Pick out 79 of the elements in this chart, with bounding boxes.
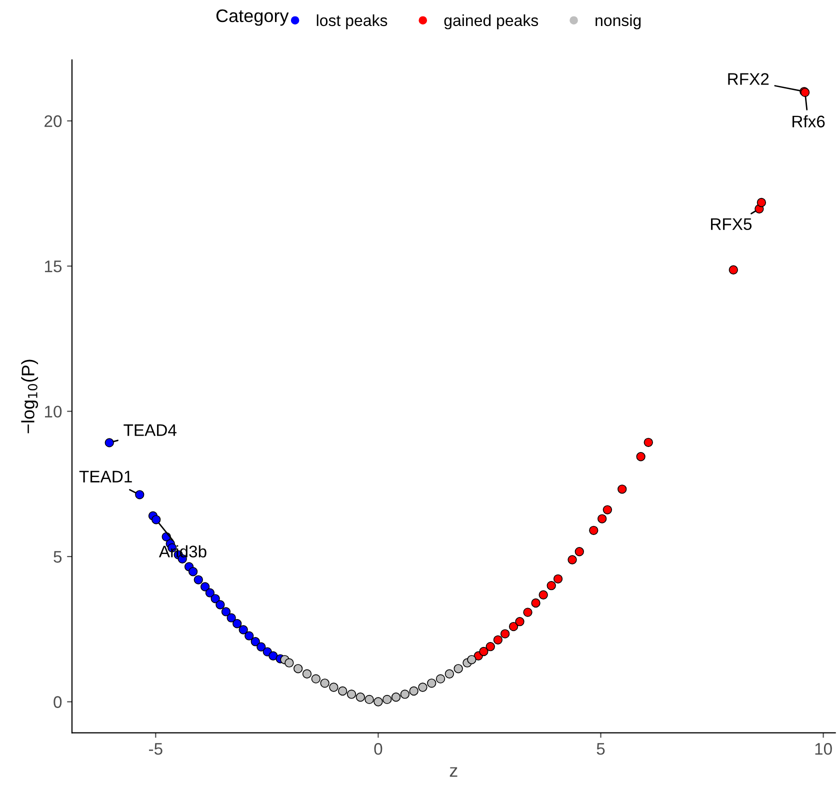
annotation: RFX5 <box>711 218 752 230</box>
point <box>523 608 532 617</box>
annotation: RFX2 <box>728 73 769 85</box>
point <box>284 658 294 668</box>
point <box>598 514 607 524</box>
point <box>602 505 612 514</box>
point <box>320 678 330 688</box>
y-tick-label: 20 <box>44 115 62 128</box>
point <box>210 594 220 604</box>
point <box>294 664 303 674</box>
point <box>574 547 584 556</box>
point <box>232 619 242 628</box>
x-tick-label: -5 <box>148 743 162 755</box>
point <box>568 555 577 564</box>
point <box>515 617 524 626</box>
point <box>444 669 454 678</box>
point <box>493 635 503 644</box>
point <box>356 692 365 702</box>
y-tick-label: 10 <box>44 406 62 418</box>
point <box>644 438 653 447</box>
point <box>205 588 215 598</box>
point <box>200 582 210 592</box>
point <box>188 567 198 576</box>
y-tick-label: 15 <box>44 260 62 272</box>
point <box>374 697 383 706</box>
point <box>238 625 248 634</box>
legend-label: gained peaks <box>444 14 538 30</box>
point <box>250 637 260 646</box>
point <box>436 674 446 684</box>
point <box>346 690 356 699</box>
legend-label: nonsig <box>596 14 641 30</box>
y-axis-title: −log$_{10}$(P) <box>21 360 38 434</box>
point <box>244 631 254 640</box>
point <box>152 515 161 524</box>
point <box>728 265 738 274</box>
annotation: TEAD4 <box>124 424 176 436</box>
x-tick-label: 0 <box>374 743 382 755</box>
point <box>302 669 312 678</box>
point <box>221 607 231 616</box>
point <box>382 694 392 704</box>
point <box>546 581 556 590</box>
point <box>500 629 510 638</box>
point <box>538 590 548 600</box>
point <box>104 438 114 448</box>
x-axis-title: z <box>450 767 458 777</box>
point <box>409 686 418 696</box>
x-tick-label: 5 <box>596 743 605 755</box>
y-tick-label: 0 <box>54 696 62 708</box>
point <box>508 622 518 632</box>
point <box>531 598 540 608</box>
point <box>216 600 225 610</box>
point <box>756 198 766 208</box>
point <box>636 452 646 462</box>
point <box>391 692 401 702</box>
point <box>553 574 563 584</box>
point <box>311 674 320 684</box>
point <box>226 613 236 622</box>
point <box>268 651 278 660</box>
point <box>418 682 428 692</box>
point <box>329 682 338 692</box>
point <box>427 678 436 688</box>
point <box>486 642 495 652</box>
point <box>454 664 463 674</box>
point <box>467 655 476 664</box>
point <box>135 490 144 500</box>
point <box>400 690 410 699</box>
legend-title: Category <box>216 9 289 26</box>
point <box>194 575 203 584</box>
point <box>364 694 374 704</box>
point <box>479 646 488 656</box>
point <box>589 526 598 535</box>
point <box>338 686 348 696</box>
annotation: Rfx6 <box>792 115 825 128</box>
point <box>618 484 627 494</box>
point <box>256 642 266 652</box>
y-tick-label: 5 <box>54 551 62 563</box>
x-tick-label: 10 <box>815 743 832 755</box>
legend-label: lost peaks <box>316 14 388 30</box>
annotation: TEAD1 <box>79 470 132 482</box>
